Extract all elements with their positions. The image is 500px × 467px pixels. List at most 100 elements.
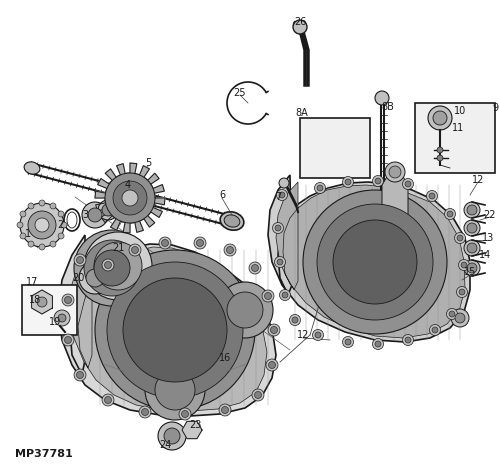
- Circle shape: [262, 290, 274, 302]
- Circle shape: [62, 294, 74, 306]
- Circle shape: [270, 326, 278, 333]
- Circle shape: [182, 410, 188, 417]
- Text: 2: 2: [57, 220, 63, 230]
- Circle shape: [317, 204, 433, 320]
- Text: 8B: 8B: [382, 102, 394, 112]
- Circle shape: [280, 290, 290, 300]
- Circle shape: [266, 359, 278, 371]
- Circle shape: [254, 391, 262, 398]
- Circle shape: [84, 240, 140, 296]
- Circle shape: [76, 256, 84, 263]
- Circle shape: [102, 259, 114, 271]
- Circle shape: [303, 190, 447, 334]
- Text: 4: 4: [125, 180, 131, 190]
- Text: 10: 10: [454, 106, 466, 116]
- Circle shape: [274, 256, 285, 268]
- Circle shape: [428, 106, 452, 130]
- Circle shape: [82, 202, 108, 228]
- Circle shape: [467, 263, 477, 273]
- Text: 7: 7: [275, 192, 281, 202]
- Text: 13: 13: [482, 233, 494, 243]
- Circle shape: [84, 232, 152, 300]
- Polygon shape: [32, 290, 52, 314]
- Circle shape: [162, 240, 168, 247]
- Circle shape: [39, 244, 45, 250]
- Circle shape: [62, 334, 74, 346]
- Circle shape: [454, 233, 466, 243]
- Circle shape: [459, 289, 465, 295]
- Circle shape: [345, 179, 351, 185]
- Circle shape: [268, 361, 276, 368]
- Circle shape: [292, 317, 298, 323]
- Text: 17: 17: [26, 277, 38, 287]
- Circle shape: [402, 334, 413, 346]
- Circle shape: [74, 254, 86, 266]
- Circle shape: [102, 204, 114, 216]
- Circle shape: [458, 260, 469, 270]
- Circle shape: [315, 332, 321, 338]
- Circle shape: [105, 173, 155, 223]
- Circle shape: [467, 223, 477, 233]
- Circle shape: [279, 192, 285, 198]
- Circle shape: [28, 211, 56, 239]
- Circle shape: [86, 269, 104, 287]
- Circle shape: [447, 211, 453, 217]
- Circle shape: [272, 222, 283, 234]
- Circle shape: [461, 262, 467, 268]
- Circle shape: [222, 406, 228, 413]
- Circle shape: [123, 278, 227, 382]
- Circle shape: [290, 314, 300, 325]
- Circle shape: [385, 162, 405, 182]
- Circle shape: [194, 237, 206, 249]
- Circle shape: [104, 262, 112, 269]
- Circle shape: [139, 406, 151, 418]
- Circle shape: [279, 178, 289, 188]
- Circle shape: [333, 220, 417, 304]
- Text: 15: 15: [464, 267, 476, 277]
- Text: 16: 16: [219, 353, 231, 363]
- Polygon shape: [276, 182, 465, 338]
- Circle shape: [293, 20, 307, 34]
- Circle shape: [79, 262, 111, 294]
- Circle shape: [449, 311, 455, 317]
- Circle shape: [94, 250, 130, 286]
- Text: 19: 19: [49, 317, 61, 327]
- Circle shape: [102, 394, 114, 406]
- Circle shape: [276, 190, 287, 200]
- Circle shape: [437, 147, 443, 153]
- Circle shape: [58, 211, 64, 217]
- Circle shape: [275, 225, 281, 231]
- Circle shape: [20, 203, 64, 247]
- Text: MP37781: MP37781: [15, 449, 73, 459]
- Circle shape: [268, 324, 280, 336]
- Circle shape: [342, 337, 353, 347]
- Text: 14: 14: [479, 250, 491, 260]
- Circle shape: [264, 292, 272, 299]
- Circle shape: [54, 310, 70, 326]
- Bar: [22, 285, 77, 335]
- Circle shape: [20, 233, 26, 239]
- Circle shape: [35, 218, 49, 232]
- Circle shape: [464, 260, 480, 276]
- Text: 12: 12: [297, 330, 309, 340]
- Circle shape: [122, 190, 138, 206]
- Circle shape: [76, 372, 84, 378]
- Circle shape: [375, 341, 381, 347]
- Circle shape: [64, 337, 71, 344]
- Circle shape: [457, 235, 463, 241]
- Circle shape: [196, 240, 203, 247]
- Circle shape: [464, 220, 480, 236]
- Circle shape: [94, 242, 142, 290]
- Circle shape: [464, 240, 480, 256]
- Circle shape: [20, 211, 26, 217]
- Ellipse shape: [220, 212, 244, 230]
- Circle shape: [342, 177, 353, 187]
- Text: 5: 5: [145, 158, 151, 168]
- Circle shape: [433, 111, 447, 125]
- Circle shape: [142, 409, 148, 416]
- Text: 12: 12: [472, 175, 484, 185]
- Circle shape: [467, 205, 477, 215]
- Circle shape: [345, 339, 351, 345]
- Text: 11: 11: [452, 123, 464, 133]
- Circle shape: [430, 325, 440, 335]
